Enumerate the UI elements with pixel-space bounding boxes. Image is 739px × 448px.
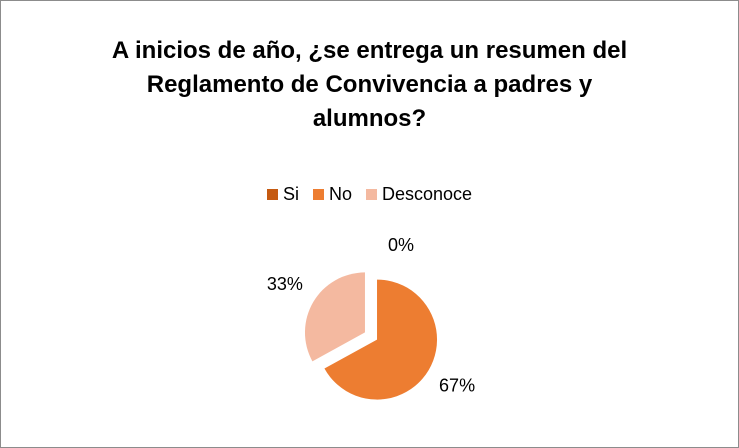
pie-slice: [304, 272, 365, 362]
legend-swatch: [266, 189, 278, 200]
pie-slice: [324, 279, 438, 400]
data-label: 0%: [388, 235, 414, 255]
legend-swatch: [312, 189, 324, 200]
chart-title: A inicios de año, ¿se entrega un resumen…: [111, 37, 628, 132]
legend-item: Si: [266, 184, 299, 205]
legend: Si No Desconoce: [0, 184, 739, 205]
legend-label: Desconoce: [381, 184, 473, 204]
legend-item: Desconoce: [365, 184, 473, 205]
legend-item: No: [312, 184, 352, 205]
data-label: 33%: [267, 274, 303, 294]
data-label: 67%: [439, 376, 475, 396]
legend-label: No: [328, 184, 352, 204]
legend-swatch: [365, 189, 377, 200]
legend-label: Si: [282, 184, 299, 204]
